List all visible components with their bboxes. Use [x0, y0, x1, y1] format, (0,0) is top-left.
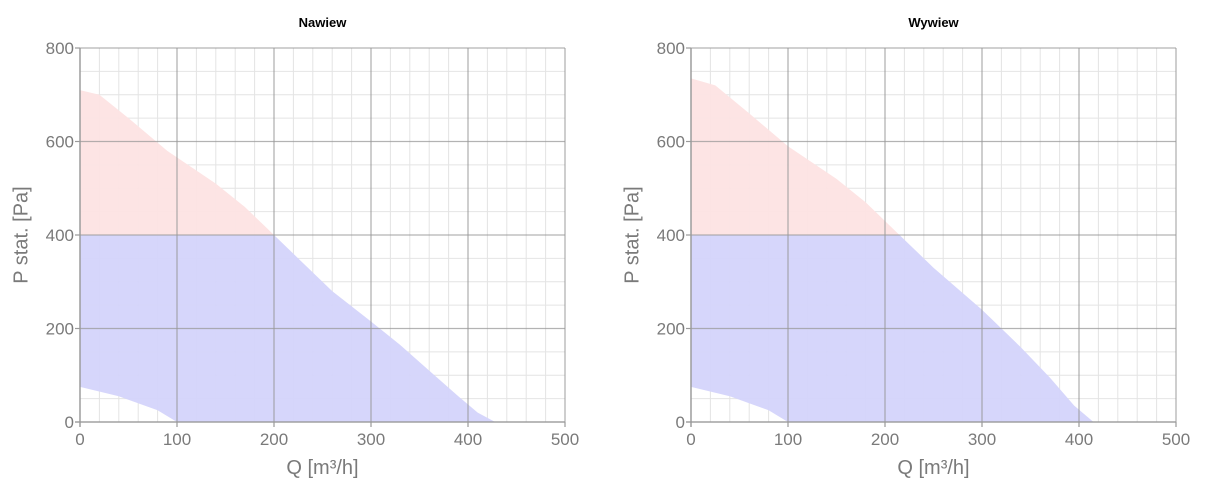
chart-panel-wywiew: 0 100 200 300 400 500 0 200 400 600 800 Wywiew Q [m³… [611, 0, 1222, 484]
x-axis-label: Q [m³/h] [286, 457, 358, 479]
chart-wywiew: 0 100 200 300 400 500 0 200 400 600 800 Wywiew Q [m³… [621, 15, 1190, 479]
x-tick-label: 0 [75, 430, 84, 449]
y-tick-label: 800 [657, 39, 685, 58]
x-tick-label: 300 [357, 430, 385, 449]
y-tick-label: 400 [46, 226, 74, 245]
chart-title: Nawiew [299, 15, 348, 30]
x-tick-label: 400 [1065, 430, 1093, 449]
x-tick-label: 500 [551, 430, 579, 449]
y-axis-label: P stat. [Pa] [621, 186, 643, 283]
y-tick-label: 200 [657, 320, 685, 339]
y-tick-label: 600 [46, 133, 74, 152]
area-series [691, 78, 1094, 422]
x-tick-label: 100 [163, 430, 191, 449]
x-tick-label: 400 [454, 430, 482, 449]
area-series [80, 90, 496, 422]
chart-title: Wywiew [908, 15, 959, 30]
x-tick-label: 200 [260, 430, 288, 449]
y-tick-label: 400 [657, 226, 685, 245]
x-axis-label: Q [m³/h] [897, 457, 969, 479]
chart-nawiew: 0 100 200 300 400 500 0 200 400 600 800 Nawiew Q [m³… [10, 15, 579, 479]
y-axis-label: P stat. [Pa] [10, 186, 32, 283]
y-tick-label: 200 [46, 320, 74, 339]
x-tick-label: 500 [1162, 430, 1190, 449]
chart-panel-nawiew: 0 100 200 300 400 500 0 200 400 600 800 Nawiew Q [m³… [10, 15, 579, 479]
x-tick-label: 100 [774, 430, 802, 449]
y-tick-label: 600 [657, 133, 685, 152]
y-tick-label: 0 [65, 413, 74, 432]
x-tick-label: 300 [968, 430, 996, 449]
y-tick-label: 0 [676, 413, 685, 432]
x-tick-label: 0 [686, 430, 695, 449]
x-tick-label: 200 [871, 430, 899, 449]
y-tick-label: 800 [46, 39, 74, 58]
area-series-0 [691, 78, 900, 236]
